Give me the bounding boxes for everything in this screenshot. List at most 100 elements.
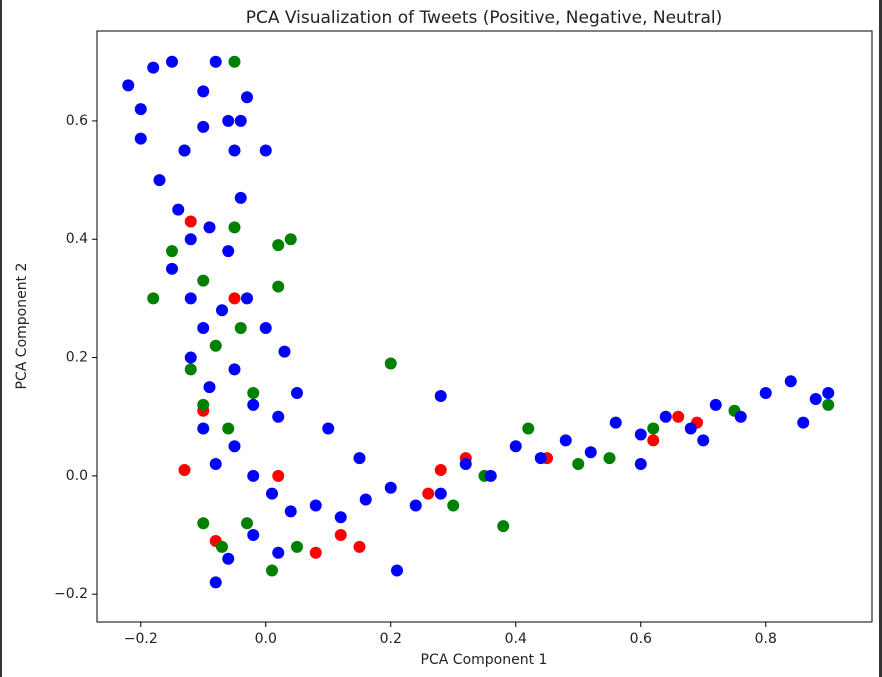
point — [284, 233, 297, 246]
x-tick-label: 0.6 — [630, 631, 652, 647]
point — [153, 174, 166, 187]
point — [203, 381, 216, 394]
point — [309, 546, 322, 559]
point — [672, 410, 685, 423]
point — [309, 499, 322, 512]
point — [509, 440, 522, 453]
point — [459, 458, 472, 471]
point — [228, 55, 241, 68]
point — [647, 434, 660, 447]
x-tick-label: −0.2 — [124, 631, 158, 647]
point — [147, 61, 160, 74]
point — [184, 292, 197, 305]
point — [147, 292, 160, 305]
point — [172, 203, 185, 216]
x-axis-label: PCA Component 1 — [421, 652, 548, 668]
point — [259, 144, 272, 157]
point — [659, 410, 672, 423]
y-tick-label: 0.4 — [66, 231, 88, 247]
point — [197, 321, 210, 334]
point — [222, 114, 235, 127]
point — [209, 55, 222, 68]
point — [291, 540, 303, 553]
point — [228, 440, 241, 453]
point — [384, 357, 397, 370]
point — [272, 469, 285, 482]
point — [447, 499, 460, 512]
point — [484, 469, 497, 482]
point — [759, 387, 772, 400]
point — [572, 458, 585, 471]
point — [353, 540, 366, 553]
point — [228, 292, 241, 305]
point — [228, 363, 241, 376]
y-tick-label: −0.2 — [54, 586, 88, 602]
point — [234, 114, 247, 127]
axes-box — [96, 30, 873, 623]
y-axis-label: PCA Component 2 — [14, 263, 30, 390]
point — [272, 239, 285, 252]
point — [797, 416, 810, 429]
point — [134, 103, 147, 116]
point — [209, 339, 222, 352]
point — [197, 274, 210, 287]
x-tick-label: 0.8 — [755, 631, 777, 647]
point — [228, 221, 241, 234]
x-tick-label: 0.2 — [380, 631, 402, 647]
point — [197, 517, 210, 530]
point — [266, 564, 278, 577]
point — [434, 487, 447, 500]
point — [291, 387, 303, 400]
chart-title: PCA Visualization of Tweets (Positive, N… — [246, 8, 723, 28]
point — [609, 416, 622, 429]
point — [709, 398, 722, 411]
point — [559, 434, 572, 447]
point — [241, 91, 253, 104]
point — [178, 463, 191, 476]
point — [184, 363, 197, 376]
point — [203, 221, 216, 234]
point — [234, 321, 247, 334]
plot-area — [122, 55, 835, 589]
point — [322, 422, 335, 435]
point — [391, 564, 403, 577]
point — [184, 233, 197, 246]
point — [222, 422, 235, 435]
point — [697, 434, 710, 447]
point — [272, 410, 285, 423]
point — [822, 387, 835, 400]
point — [184, 215, 197, 228]
x-tick-label: 0.0 — [255, 631, 277, 647]
point — [634, 428, 647, 441]
point — [434, 390, 447, 403]
y-tick-label: 0.0 — [66, 468, 88, 484]
frame-edge — [879, 0, 882, 677]
point — [734, 410, 747, 423]
point — [822, 398, 835, 411]
point — [209, 576, 222, 589]
point — [166, 55, 178, 68]
point — [197, 422, 210, 435]
point — [284, 505, 297, 518]
point — [197, 85, 210, 98]
point — [166, 245, 178, 258]
point — [134, 132, 147, 145]
point — [241, 292, 253, 305]
x-tick-label: 0.4 — [505, 631, 527, 647]
point — [259, 321, 272, 334]
point — [247, 529, 260, 542]
point — [228, 144, 241, 157]
point — [809, 392, 822, 405]
point — [522, 422, 535, 435]
y-tick-label: 0.6 — [66, 113, 88, 129]
point — [222, 245, 235, 258]
point — [647, 422, 660, 435]
frame-edge — [0, 0, 2, 677]
point — [166, 262, 178, 275]
point — [278, 345, 291, 358]
y-tick-label: 0.2 — [66, 350, 88, 366]
point — [272, 280, 285, 293]
point — [122, 79, 135, 92]
